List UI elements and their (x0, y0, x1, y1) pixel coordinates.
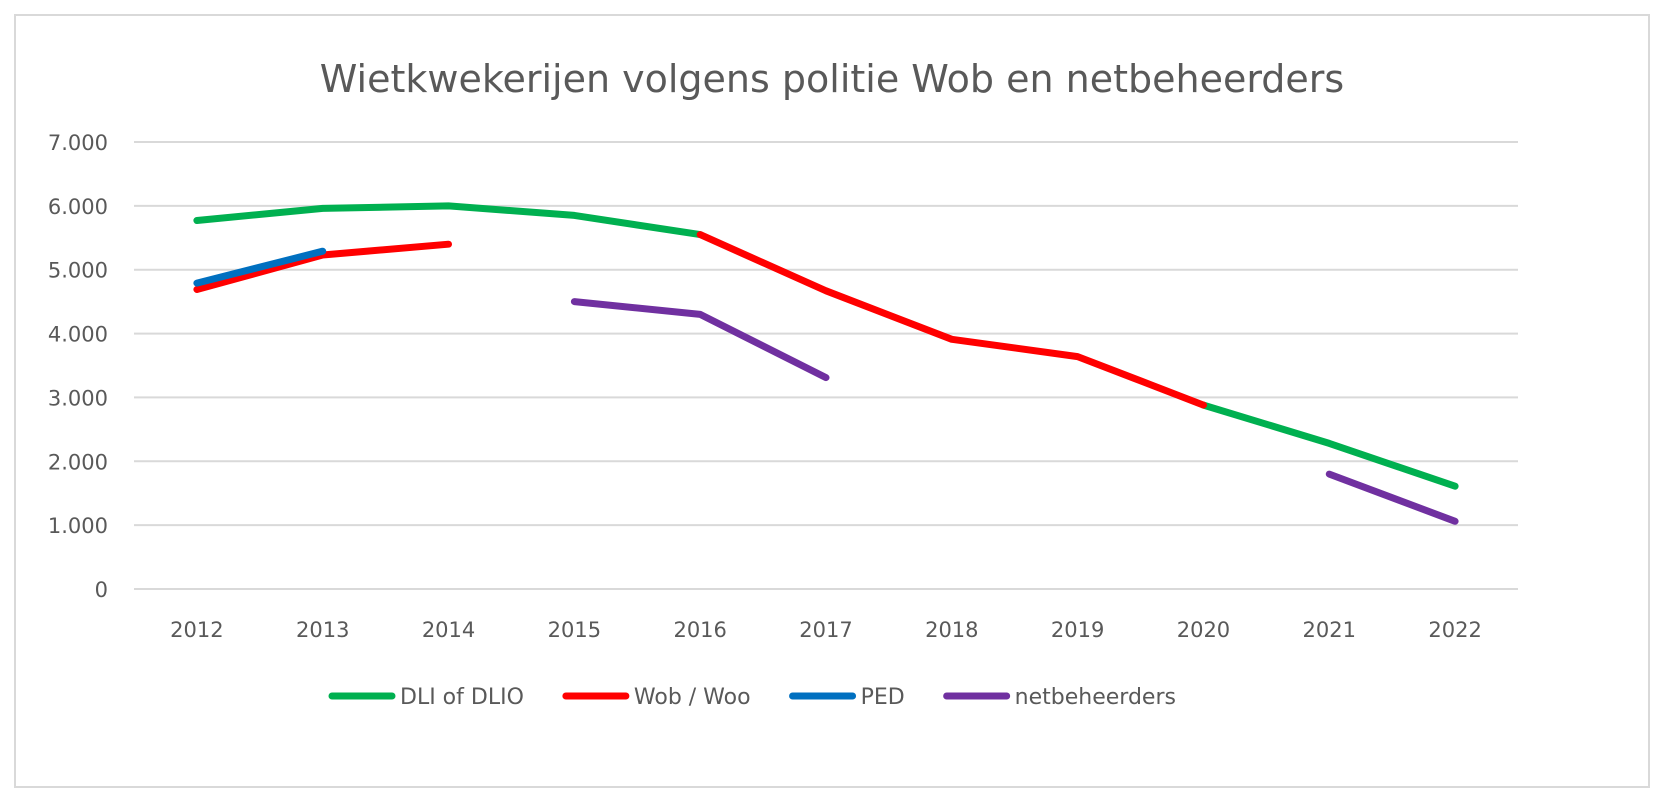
x-tick-label: 2013 (296, 618, 349, 642)
y-tick-label: 3.000 (48, 386, 108, 410)
legend: DLI of DLIO Wob / Woo PED netbeheerders (328, 685, 1176, 710)
legend-label: DLI of DLIO (400, 685, 524, 710)
series-lines (193, 202, 1459, 525)
x-tick-label: 2022 (1428, 618, 1481, 642)
series-line-segment (570, 298, 830, 382)
x-tick-label: 2019 (1051, 618, 1104, 642)
series-wob-woo (193, 231, 1207, 409)
legend-item: PED (789, 685, 905, 710)
y-tick-label: 6.000 (48, 195, 108, 219)
x-tick-label: 2014 (422, 618, 475, 642)
x-tick-label: 2020 (1177, 618, 1230, 642)
series-netbeheerders (570, 298, 1459, 525)
series-line-segment (193, 202, 704, 239)
line-chart: Wietkwekerijen volgens politie Wob en ne… (48, 57, 1518, 710)
x-tick-label: 2018 (925, 618, 978, 642)
legend-label: PED (861, 685, 905, 710)
series-line-segment (696, 231, 1207, 409)
x-axis-ticks: 2012 2013 2014 2015 2016 2017 2018 2019 2020 2021… (170, 618, 1482, 642)
x-tick-label: 2016 (673, 618, 726, 642)
y-tick-label: 2.000 (48, 450, 108, 474)
y-tick-label: 7.000 (48, 131, 108, 155)
y-axis-ticks: 0 1.000 2.000 3.000 4.000 5.000 6.000 7.000 (48, 131, 108, 602)
series-line-segment (1200, 401, 1459, 490)
chart-title: Wietkwekerijen volgens politie Wob en ne… (320, 57, 1344, 101)
series-line-segment (193, 247, 327, 287)
series-line-segment (1325, 470, 1459, 525)
series-line-segment (193, 240, 452, 293)
legend-label: Wob / Woo (634, 685, 751, 710)
x-tick-label: 2017 (799, 618, 852, 642)
y-tick-label: 4.000 (48, 323, 108, 347)
legend-item: Wob / Woo (562, 685, 751, 710)
y-tick-label: 1.000 (48, 514, 108, 538)
series-ped (193, 247, 327, 287)
x-tick-label: 2015 (548, 618, 601, 642)
chart-frame: Wietkwekerijen volgens politie Wob en ne… (14, 14, 1650, 788)
legend-item: DLI of DLIO (328, 685, 524, 710)
x-tick-label: 2021 (1303, 618, 1356, 642)
y-tick-label: 0 (95, 578, 108, 602)
legend-item: netbeheerders (943, 685, 1176, 710)
x-tick-label: 2012 (170, 618, 223, 642)
series-dli-of-dlio (193, 202, 1459, 490)
legend-label: netbeheerders (1015, 685, 1176, 710)
y-tick-label: 5.000 (48, 259, 108, 283)
